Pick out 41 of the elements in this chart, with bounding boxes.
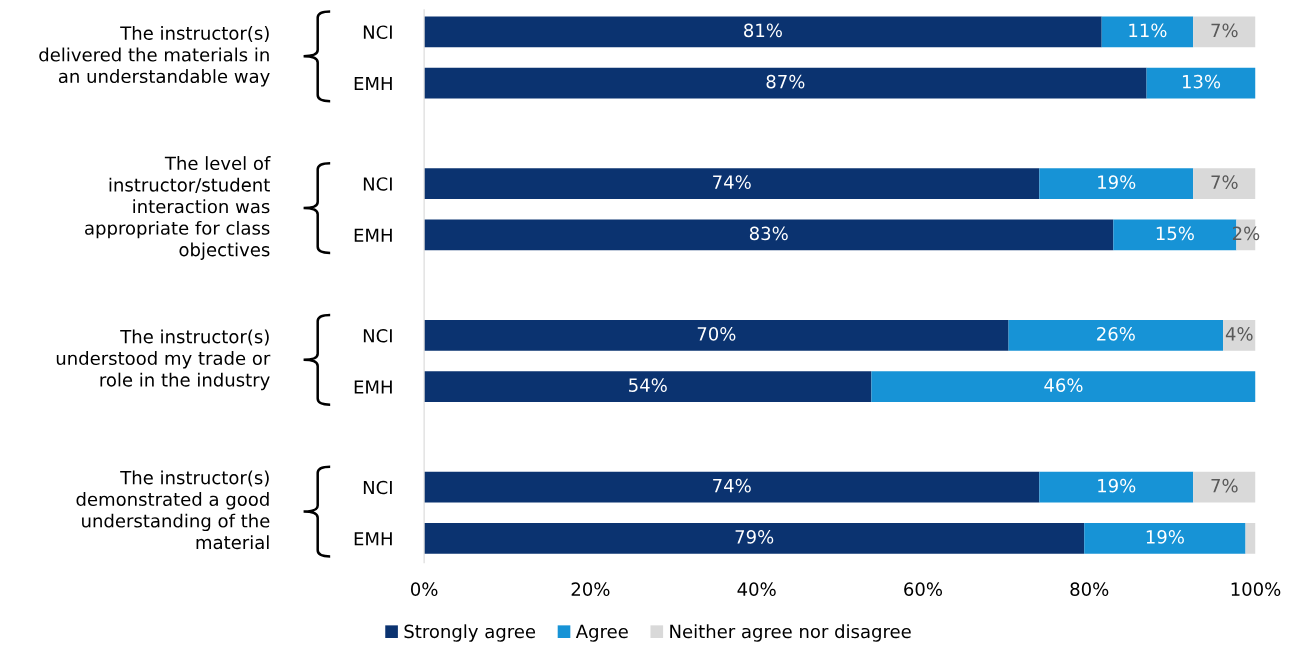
text: The instructor(s) delivered the materials in an understandable way — [39, 25, 270, 87]
data-label: 74% — [713, 478, 751, 493]
data-label: 7% — [1211, 175, 1238, 189]
data-label: 81% — [744, 23, 782, 38]
x-tick-label: 60% — [904, 582, 943, 597]
data-label: 70% — [697, 327, 736, 341]
data-label: 7% — [1211, 478, 1238, 493]
data-label: 83% — [749, 226, 788, 241]
data-label: 87% — [766, 74, 805, 89]
legend-label: Neither agree nor disagree — [670, 624, 911, 642]
y-tick-label: EMH — [354, 532, 392, 546]
x-tick-label: 80% — [1070, 582, 1109, 597]
data-label: 74% — [713, 175, 751, 189]
y-tick-label: NCI — [363, 328, 392, 343]
data-label: 46% — [1044, 378, 1083, 392]
legend-label: Strongly agree — [404, 624, 536, 642]
y-tick-label: EMH — [354, 76, 392, 91]
text: The instructor(s) understood my trade or role in the industry — [56, 329, 271, 391]
data-label: 15% — [1156, 226, 1194, 241]
x-tick-label: 0% — [410, 582, 438, 597]
data-label: 4% — [1225, 327, 1253, 341]
y-tick-label: NCI — [363, 480, 392, 495]
data-label: 19% — [1098, 175, 1136, 189]
text: The instructor(s) demonstrated a good understanding of the material — [76, 470, 270, 550]
data-label: 7% — [1211, 23, 1238, 38]
data-label: 26% — [1097, 327, 1135, 341]
x-tick-label: 40% — [737, 582, 776, 597]
x-tick-label: 100% — [1231, 582, 1281, 597]
data-label: 79% — [735, 530, 774, 544]
text: The level of instructor/student interaction was appropriate for class objectives — [85, 156, 271, 260]
y-tick-label: NCI — [363, 25, 392, 40]
data-label: 54% — [629, 378, 667, 392]
data-label: 19% — [1098, 478, 1136, 493]
y-tick-label: NCI — [363, 177, 392, 191]
y-tick-label: EMH — [354, 228, 392, 242]
legend-label: Agree — [575, 624, 628, 642]
data-label: 13% — [1182, 74, 1221, 89]
data-label: 11% — [1129, 23, 1167, 38]
y-tick-label: EMH — [354, 380, 392, 394]
data-label: 19% — [1146, 530, 1184, 544]
x-tick-label: 20% — [571, 582, 610, 597]
